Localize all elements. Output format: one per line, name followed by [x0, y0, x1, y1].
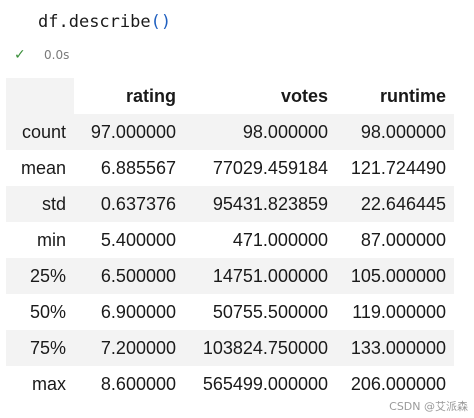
cell-votes: 77029.459184: [212, 157, 328, 178]
cell-rating: 8.600000: [100, 373, 176, 394]
cell-votes: 103824.750000: [202, 337, 328, 358]
cell-runtime: 121.724490: [350, 157, 446, 178]
table-row: mean 6.885567 77029.459184 121.724490: [6, 150, 454, 186]
code-parens: (): [150, 12, 172, 32]
table-row: 75% 7.200000 103824.750000 133.000000: [6, 330, 454, 366]
table-row: 50% 6.900000 50755.500000 119.000000: [6, 294, 454, 330]
index-header: [6, 78, 74, 114]
cell-votes: 14751.000000: [212, 265, 328, 286]
cell-votes: 95431.823859: [212, 193, 328, 214]
row-label: 25%: [29, 265, 66, 286]
cell-votes: 471.000000: [232, 229, 328, 250]
cell-rating: 5.400000: [100, 229, 176, 250]
row-label: count: [21, 121, 66, 142]
cell-rating: 6.885567: [100, 157, 176, 178]
cell-runtime: 105.000000: [350, 265, 446, 286]
cell-runtime: 133.000000: [350, 337, 446, 358]
cell-rating: 97.000000: [90, 121, 176, 142]
cell-rating: 7.200000: [100, 337, 176, 358]
cell-rating: 6.500000: [100, 265, 176, 286]
cell-runtime: 119.000000: [352, 301, 446, 322]
cell-rating: 0.637376: [100, 193, 176, 214]
column-header-runtime: runtime: [336, 78, 454, 114]
table-row: max 8.600000 565499.000000 206.000000: [6, 366, 454, 402]
cell-votes: 565499.000000: [202, 373, 328, 394]
column-header-rating: rating: [74, 78, 184, 114]
table-row: 25% 6.500000 14751.000000 105.000000: [6, 258, 454, 294]
cell-rating: 6.900000: [100, 301, 176, 322]
cell-runtime: 22.646445: [360, 193, 446, 214]
describe-output-table: rating votes runtime count 97.000000 98.…: [6, 78, 454, 402]
cell-runtime: 87.000000: [360, 229, 446, 250]
row-label: std: [41, 193, 66, 214]
row-label: max: [31, 373, 66, 394]
execution-status: ✓ 0.0s: [14, 44, 69, 66]
cell-votes: 98.000000: [242, 121, 328, 142]
watermark: CSDN @艾派森: [389, 400, 468, 413]
row-label: 75%: [29, 337, 66, 358]
row-label: min: [36, 229, 66, 250]
table-row: count 97.000000 98.000000 98.000000: [6, 114, 454, 150]
code-cell[interactable]: df.describe(): [38, 8, 171, 36]
code-object: df: [38, 12, 59, 32]
row-label: 50%: [29, 301, 66, 322]
column-header-votes: votes: [184, 78, 336, 114]
row-label: mean: [20, 157, 66, 178]
table-row: min 5.400000 471.000000 87.000000: [6, 222, 454, 258]
cell-votes: 50755.500000: [212, 301, 328, 322]
execution-time: 0.0s: [44, 48, 70, 62]
cell-runtime: 98.000000: [360, 121, 446, 142]
cell-runtime: 206.000000: [350, 373, 446, 394]
table-row: std 0.637376 95431.823859 22.646445: [6, 186, 454, 222]
checkmark-icon: ✓: [14, 47, 26, 63]
table-header-row: rating votes runtime: [6, 78, 454, 114]
code-method: .describe: [58, 12, 151, 32]
